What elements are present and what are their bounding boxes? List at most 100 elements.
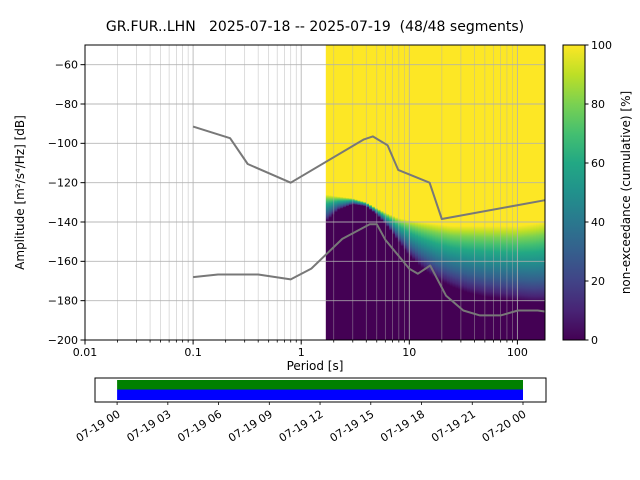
coverage-tick-label: 07-19 18 [378,408,427,445]
histogram-column [403,45,408,340]
plot-frame [84,44,546,341]
histogram-column [461,45,465,340]
histogram-column [334,45,338,340]
histogram-column [400,45,405,340]
histogram-column [501,45,505,340]
histogram-column [415,45,419,340]
coverage-tick-label: 07-19 12 [277,408,326,445]
colorbar-tick-label: 60 [591,157,605,170]
histogram-column [432,45,436,340]
chart-title: GR.FUR..LHN 2025-07-18 -- 2025-07-19 (48… [106,19,524,35]
histogram-column [380,45,385,340]
nhnm-line [192,125,546,220]
histogram-column [489,45,494,340]
histogram-column [360,45,364,340]
histogram-column [371,45,376,340]
histogram-column [455,45,459,340]
histogram-column [351,45,356,340]
coverage-tick-label: 07-19 09 [226,408,275,445]
histogram-column [343,45,347,340]
histogram-column [438,45,442,340]
histogram-column [331,45,336,340]
nlnm-line [192,223,546,317]
histogram-column [495,45,500,340]
y-axis: −60 −80 −100 −120 −140 −160 −180 −200 [48,58,85,347]
coverage-tick-label: 07-19 06 [175,408,224,445]
histogram-column [449,45,454,340]
coverage-tick-label: 07-19 03 [125,408,174,445]
histogram-column [357,45,361,340]
coverage-bar-green [117,380,523,390]
histogram-column [478,45,482,340]
colorbar-ticks: 0 20 40 60 80 100 [585,39,612,347]
colorbar-label: non-exceedance (cumulative) [%] [619,91,633,294]
histogram-column [518,45,523,340]
histogram-column [481,45,485,340]
histogram-column [504,45,508,340]
histogram-column [420,45,425,340]
y-axis-label: Amplitude [m²/s⁴/Hz] [dB] [13,115,27,270]
histogram-column [513,45,517,340]
histogram-column [469,45,474,340]
y-tick-label: −200 [48,334,78,347]
y-tick-label: −100 [48,137,78,150]
histogram-column [446,45,451,340]
histogram-column [337,45,341,340]
coverage-axis-labels: 07-19 00 07-19 03 07-19 06 07-19 09 07-19 12… [74,402,529,445]
histogram-column [348,45,353,340]
histogram-column [386,45,390,340]
y-tick-label: −140 [48,216,78,229]
histogram-column [443,45,448,340]
peterson-noise-model-lines [192,125,546,317]
histogram-column [521,45,526,340]
histogram-column [369,45,373,340]
histogram-column [354,45,359,340]
histogram-column [435,45,439,340]
histogram-column [475,45,480,340]
x-tick-label: 0.1 [184,346,202,359]
y-tick-label: −80 [55,98,78,111]
histogram-column [325,45,330,340]
histogram-column [423,45,428,340]
colorbar-tick-label: 80 [591,98,605,111]
histogram-column [426,45,431,340]
coverage-tick-label: 07-20 00 [480,408,529,445]
coverage-tick-label: 07-19 15 [328,408,377,445]
histogram-column [510,45,514,340]
histogram-column [492,45,497,340]
histogram-column [429,45,433,340]
colorbar-tick-label: 0 [591,334,598,347]
histogram-column [507,45,511,340]
coverage-tick-label: 07-19 21 [429,408,478,445]
histogram-column [533,45,537,340]
histogram-column [366,45,370,340]
y-tick-label: −120 [48,176,78,189]
colorbar-tick-label: 40 [591,216,605,229]
histogram-column [541,45,546,340]
histogram-column [536,45,540,340]
x-tick-label: 1 [298,346,305,359]
histogram-column [530,45,534,340]
ppsd-histogram-heatmap [325,45,546,340]
x-tick-label: 0.01 [73,346,98,359]
histogram-column [394,45,399,340]
histogram-column [458,45,462,340]
histogram-column [484,45,488,340]
x-axis: 0.01 0.1 1 10 100 [73,340,528,359]
y-tick-label: −160 [48,255,78,268]
coverage-timeline: 07-19 00 07-19 03 07-19 06 07-19 09 07-19 12… [74,377,547,445]
histogram-column [389,45,393,340]
histogram-column [524,45,529,340]
histogram-column [406,45,410,340]
y-tick-label: −180 [48,294,78,307]
histogram-column [392,45,396,340]
y-tick-label: −60 [55,58,78,71]
histogram-column [466,45,471,340]
coverage-bar-blue [117,389,523,400]
x-tick-label: 100 [507,346,528,359]
x-tick-label: 10 [402,346,416,359]
colorbar-tick-label: 100 [591,39,612,52]
histogram-column [328,45,333,340]
histogram-column [340,45,344,340]
